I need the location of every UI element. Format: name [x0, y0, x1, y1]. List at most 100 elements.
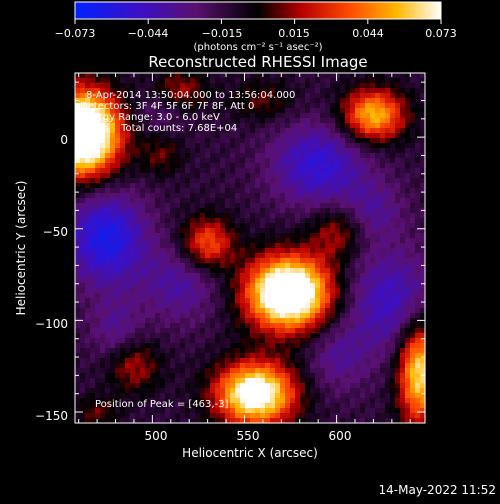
heatmap-cell — [175, 208, 181, 214]
heatmap-cell — [230, 183, 236, 189]
heatmap-cell — [75, 413, 81, 419]
heatmap-cell — [405, 408, 411, 414]
heatmap-cell — [80, 403, 86, 409]
heatmap-cell — [375, 353, 381, 359]
heatmap-cell — [310, 143, 316, 149]
heatmap-cell — [365, 318, 371, 324]
heatmap-cell — [395, 268, 401, 274]
heatmap-cell — [220, 198, 226, 204]
heatmap-cell — [165, 393, 171, 399]
heatmap-cell — [100, 363, 106, 369]
heatmap-cell — [305, 298, 311, 304]
heatmap-cell — [145, 208, 151, 214]
heatmap-cell — [375, 293, 381, 299]
heatmap-cell — [240, 293, 246, 299]
heatmap-cell — [160, 383, 166, 389]
heatmap-cell — [170, 193, 176, 199]
heatmap-cell — [180, 313, 186, 319]
heatmap-cell — [150, 378, 156, 384]
heatmap-cell — [370, 98, 376, 104]
heatmap-cell — [190, 303, 196, 309]
heatmap-cell — [205, 283, 211, 289]
heatmap-cell — [225, 238, 231, 244]
heatmap-cell — [130, 158, 136, 164]
heatmap-cell — [355, 398, 361, 404]
heatmap-cell — [155, 318, 161, 324]
heatmap-cell — [395, 333, 401, 339]
heatmap-cell — [295, 398, 301, 404]
heatmap-cell — [390, 328, 396, 334]
heatmap-cell — [320, 313, 326, 319]
heatmap-cell — [325, 383, 331, 389]
heatmap-cell — [260, 358, 266, 364]
heatmap-cell — [380, 128, 386, 134]
heatmap-cell — [320, 293, 326, 299]
heatmap-cell — [185, 228, 191, 234]
heatmap-cell — [405, 113, 411, 119]
heatmap-cell — [380, 383, 386, 389]
heatmap-cell — [320, 123, 326, 129]
heatmap-cell — [260, 138, 266, 144]
heatmap-cell — [380, 188, 386, 194]
heatmap-cell — [385, 263, 391, 269]
heatmap-cell — [225, 378, 231, 384]
heatmap-cell — [110, 198, 116, 204]
heatmap-cell — [90, 328, 96, 334]
heatmap-cell — [365, 323, 371, 329]
heatmap-cell — [310, 128, 316, 134]
heatmap-cell — [400, 383, 406, 389]
heatmap-cell — [350, 113, 356, 119]
heatmap-cell — [135, 293, 141, 299]
heatmap-cell — [285, 363, 291, 369]
heatmap-cell — [115, 293, 121, 299]
heatmap-cell — [125, 353, 131, 359]
heatmap-cell — [295, 213, 301, 219]
heatmap-cell — [275, 203, 281, 209]
heatmap-cell — [285, 393, 291, 399]
heatmap-cell — [80, 143, 86, 149]
heatmap-cell — [95, 258, 101, 264]
heatmap-cell — [415, 73, 421, 79]
heatmap-cell — [135, 188, 141, 194]
heatmap-cell — [195, 233, 201, 239]
heatmap-cell — [255, 253, 261, 259]
heatmap-cell — [260, 323, 266, 329]
heatmap-cell — [380, 183, 386, 189]
heatmap-cell — [170, 383, 176, 389]
heatmap-cell — [185, 178, 191, 184]
heatmap-cell — [165, 73, 171, 79]
heatmap-cell — [285, 258, 291, 264]
heatmap-cell — [370, 143, 376, 149]
heatmap-cell — [240, 348, 246, 354]
heatmap-cell — [370, 308, 376, 314]
heatmap-cell — [255, 338, 261, 344]
heatmap-cell — [355, 128, 361, 134]
heatmap-cell — [290, 128, 296, 134]
heatmap-cell — [210, 283, 216, 289]
heatmap-cell — [360, 363, 366, 369]
heatmap-cell — [190, 273, 196, 279]
heatmap-cell — [215, 378, 221, 384]
heatmap-cell — [165, 208, 171, 214]
heatmap-cell — [270, 253, 276, 259]
heatmap-cell — [80, 158, 86, 164]
heatmap-cell — [355, 308, 361, 314]
heatmap-cell — [380, 298, 386, 304]
heatmap-cell — [185, 268, 191, 274]
heatmap-cell — [415, 138, 421, 144]
heatmap-cell — [130, 208, 136, 214]
heatmap-cell — [120, 188, 126, 194]
heatmap-cell — [235, 373, 241, 379]
heatmap-cell — [240, 343, 246, 349]
heatmap-cell — [160, 363, 166, 369]
heatmap-cell — [170, 248, 176, 254]
heatmap-cell — [320, 208, 326, 214]
heatmap-cell — [135, 288, 141, 294]
heatmap-cell — [400, 303, 406, 309]
heatmap-cell — [385, 78, 391, 84]
heatmap-cell — [245, 193, 251, 199]
heatmap-cell — [300, 343, 306, 349]
heatmap-cell — [380, 163, 386, 169]
heatmap-cell — [365, 353, 371, 359]
heatmap-cell — [285, 353, 291, 359]
